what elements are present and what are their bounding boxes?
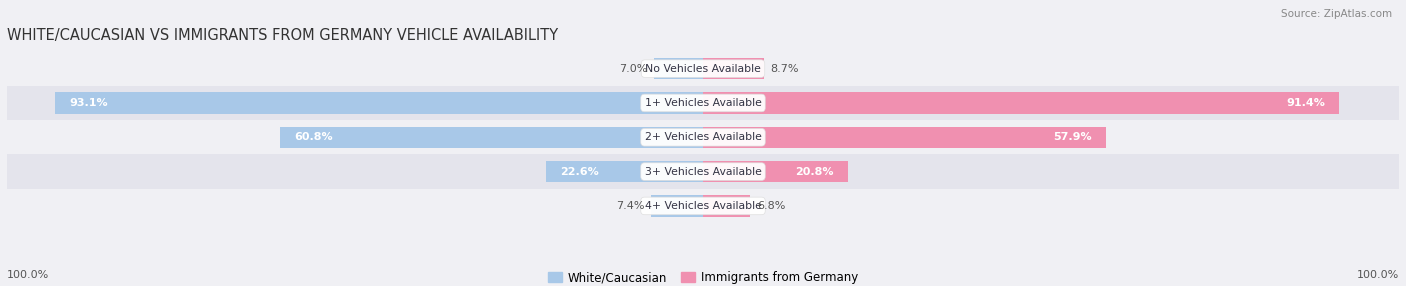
Bar [703, 127, 1107, 148]
Text: 1+ Vehicles Available: 1+ Vehicles Available [644, 98, 762, 108]
Text: 20.8%: 20.8% [796, 167, 834, 176]
Bar [703, 58, 763, 79]
Text: 3+ Vehicles Available: 3+ Vehicles Available [644, 167, 762, 176]
Bar [546, 161, 703, 182]
Text: No Vehicles Available: No Vehicles Available [645, 64, 761, 74]
Text: WHITE/CAUCASIAN VS IMMIGRANTS FROM GERMANY VEHICLE AVAILABILITY: WHITE/CAUCASIAN VS IMMIGRANTS FROM GERMA… [7, 28, 558, 43]
Text: 6.8%: 6.8% [758, 201, 786, 211]
Text: Source: ZipAtlas.com: Source: ZipAtlas.com [1281, 9, 1392, 19]
Text: 100.0%: 100.0% [1357, 270, 1399, 280]
Text: 93.1%: 93.1% [69, 98, 108, 108]
Text: 91.4%: 91.4% [1286, 98, 1326, 108]
Bar [651, 195, 703, 217]
Bar [55, 92, 703, 114]
Text: 7.4%: 7.4% [616, 201, 644, 211]
Text: 2+ Vehicles Available: 2+ Vehicles Available [644, 132, 762, 142]
Bar [703, 195, 751, 217]
Bar [7, 120, 1399, 154]
Bar [654, 58, 703, 79]
Text: 57.9%: 57.9% [1053, 132, 1092, 142]
Bar [7, 51, 1399, 86]
Text: 100.0%: 100.0% [7, 270, 49, 280]
Bar [703, 161, 848, 182]
Bar [7, 154, 1399, 189]
Bar [280, 127, 703, 148]
Bar [703, 92, 1339, 114]
Text: 22.6%: 22.6% [560, 167, 599, 176]
Legend: White/Caucasian, Immigrants from Germany: White/Caucasian, Immigrants from Germany [543, 267, 863, 286]
Text: 8.7%: 8.7% [770, 64, 799, 74]
Text: 7.0%: 7.0% [619, 64, 647, 74]
Text: 4+ Vehicles Available: 4+ Vehicles Available [644, 201, 762, 211]
Text: 60.8%: 60.8% [294, 132, 332, 142]
Bar [7, 86, 1399, 120]
Bar [7, 189, 1399, 223]
